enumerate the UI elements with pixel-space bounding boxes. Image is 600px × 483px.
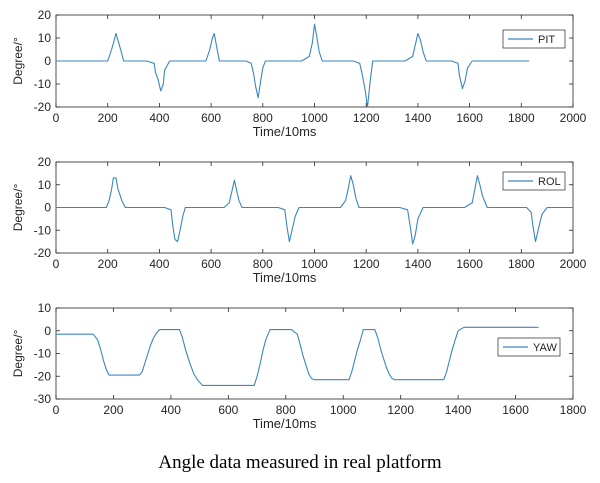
y-tick-label: -30 [34,392,52,406]
x-tick-label: 400 [149,111,169,125]
x-tick-label: 1600 [456,111,483,125]
x-tick-label: 200 [103,403,123,417]
x-tick-label: 0 [53,403,60,417]
x-tick-label: 600 [201,257,221,271]
series-line-yaw [56,326,539,386]
chart-panel-1: 0 200 400 600 800 1000 1200 1400 1600 1800 2000 20 1… [11,8,587,139]
x-tick-label: 1200 [353,257,380,271]
x-tick-label: 200 [98,257,118,271]
y-tick-label: 0 [44,324,51,338]
x-axis-label: Time/10ms [253,270,317,285]
y-tick-label: -10 [34,347,52,361]
legend-label: PIT [538,34,555,46]
x-tick-label: 1800 [508,257,535,271]
x-tick-label: 1400 [405,257,432,271]
x-tick-label: 1400 [445,403,472,417]
plot-area [55,307,574,400]
x-tick-label: 600 [201,111,221,125]
y-tick-label: 0 [44,201,51,215]
figure-caption: Angle data measured in real platform [158,452,442,473]
y-tick-label: 20 [38,8,52,22]
x-tick-label: 800 [276,403,296,417]
y-tick-label: -10 [34,77,52,91]
x-tick-label: 200 [98,111,118,125]
y-tick-label: -20 [34,369,52,383]
y-tick-label: 10 [38,31,52,45]
x-tick-label: 0 [53,257,60,271]
x-axis-label: Time/10ms [253,124,317,139]
legend-label: YAW [533,342,557,354]
legend-label: ROL [538,176,561,188]
x-tick-label: 800 [253,111,273,125]
y-tick-label: 10 [38,178,52,192]
series-line-pit [56,23,530,108]
x-tick-label: 0 [53,111,60,125]
x-axis-label: Time/10ms [253,416,317,431]
x-tick-label: 400 [161,403,181,417]
x-tick-label: 1000 [330,403,357,417]
x-tick-label: 1400 [405,111,432,125]
series-line-rol [56,175,573,245]
y-axis-label: Degree/° [11,184,25,232]
legend-box [497,337,561,357]
chart-panel-3: 0 200 400 600 800 1000 1200 1400 1600 1800 10 0 -10 -… [11,301,587,431]
y-axis-label: Degree/° [11,37,25,85]
x-tick-label: 1000 [301,111,328,125]
x-tick-label: 400 [149,257,169,271]
x-tick-label: 1600 [456,257,483,271]
x-tick-label: 1200 [353,111,380,125]
chart-panel-2: 0 200 400 600 800 1000 1200 1400 1600 1800 2000 20 1… [11,155,587,285]
x-tick-label: 2000 [560,257,587,271]
legend-box [502,29,566,49]
legend-box [502,171,566,191]
x-tick-label: 1800 [508,111,535,125]
x-tick-label: 1600 [502,403,529,417]
y-tick-label: 10 [38,301,52,315]
x-tick-label: 1800 [560,403,587,417]
y-tick-label: -20 [34,246,52,260]
y-tick-label: 0 [44,54,51,68]
y-tick-label: 20 [38,155,52,169]
x-tick-label: 1000 [301,257,328,271]
y-axis-label: Degree/° [11,330,25,378]
x-tick-label: 600 [218,403,238,417]
y-tick-label: -20 [34,100,52,114]
x-tick-label: 1200 [387,403,414,417]
x-tick-label: 800 [253,257,273,271]
y-tick-label: -10 [34,223,52,237]
x-tick-label: 2000 [560,111,587,125]
